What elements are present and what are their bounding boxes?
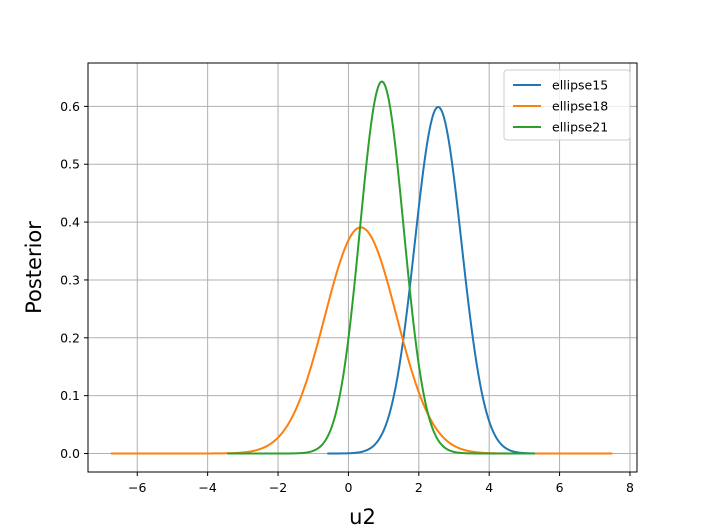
grid (88, 63, 637, 472)
y-tick-label: 0.5 (60, 157, 80, 172)
series-lines (110, 80, 613, 455)
y-tick-label: 0.2 (60, 330, 80, 345)
legend-label: ellipse21 (552, 120, 608, 135)
x-tick-label: 2 (415, 480, 423, 495)
y-tick-label: 0.0 (60, 446, 80, 461)
legend-label: ellipse18 (552, 99, 608, 114)
y-tick-label: 0.1 (60, 388, 80, 403)
y-tick-label: 0.6 (60, 99, 80, 114)
x-tick-label: 6 (556, 480, 564, 495)
legend-box (503, 69, 631, 141)
legend: ellipse15 ellipse18 ellipse21 (503, 69, 631, 141)
x-tick-label: 4 (485, 480, 493, 495)
x-tick-label: −6 (128, 480, 146, 495)
x-tick-label: −4 (198, 480, 216, 495)
legend-label: ellipse15 (552, 78, 608, 93)
series-line-ellipse18 (110, 226, 613, 455)
y-tick-label: 0.3 (60, 272, 80, 287)
x-tick-label: −2 (269, 480, 287, 495)
x-ticks: −6 −4 −2 0 2 4 6 8 (128, 472, 634, 495)
series-line-ellipse21 (227, 80, 535, 455)
x-tick-label: 8 (626, 480, 634, 495)
y-ticks: 0.0 0.1 0.2 0.3 0.4 0.5 0.6 (60, 99, 88, 461)
y-tick-label: 0.4 (60, 215, 80, 230)
x-axis-label: u2 (349, 505, 376, 529)
x-tick-label: 0 (344, 480, 352, 495)
y-axis-label: Posterior (22, 221, 46, 314)
plot-frame (87, 62, 638, 473)
series-line-ellipse15 (327, 105, 536, 455)
